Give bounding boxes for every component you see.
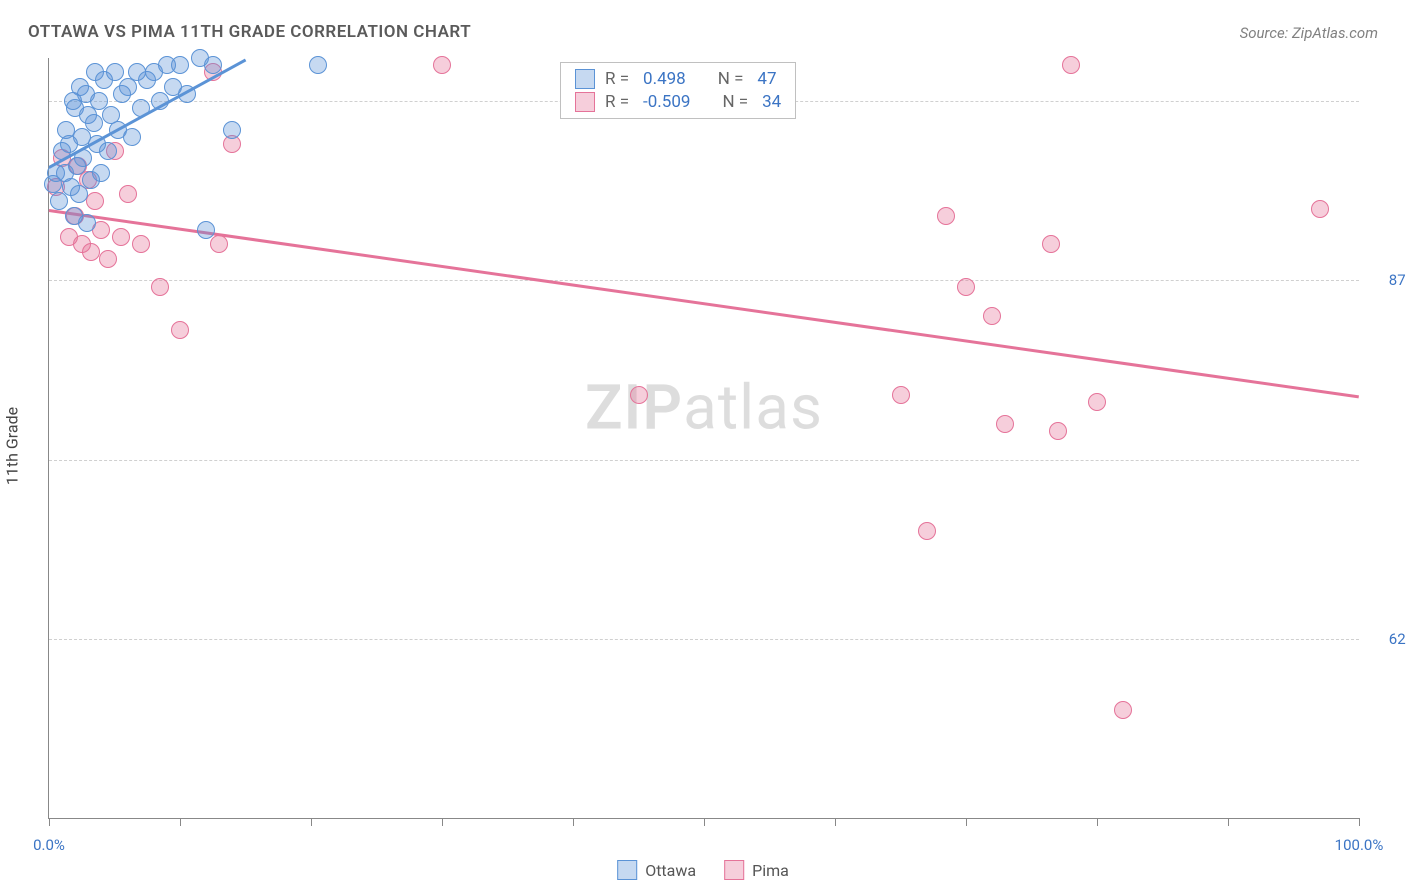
marker-pima [1042, 235, 1060, 253]
marker-pima [996, 415, 1014, 433]
x-tick [573, 818, 574, 826]
marker-ottawa [223, 121, 241, 139]
marker-pima [1311, 200, 1329, 218]
x-tick [49, 818, 50, 826]
marker-pima [918, 522, 936, 540]
marker-ottawa [197, 221, 215, 239]
marker-ottawa [106, 63, 124, 81]
r-label: R = [605, 92, 629, 112]
x-tick-label: 0.0% [33, 836, 65, 854]
x-tick [835, 818, 836, 826]
r-label: R = [605, 69, 629, 89]
marker-pima [1088, 393, 1106, 411]
legend-swatch-pima-icon [724, 860, 744, 880]
marker-pima [1049, 422, 1067, 440]
marker-pima [1114, 701, 1132, 719]
n-label: N = [718, 69, 744, 89]
swatch-pima-icon [575, 92, 595, 112]
stats-box: R = 0.498 N = 47 R = -0.509 N = 34 [560, 62, 796, 119]
n-value-ottawa: 47 [753, 69, 776, 89]
marker-pima [983, 307, 1001, 325]
x-tick [1097, 818, 1098, 826]
legend-swatch-ottawa-icon [617, 860, 637, 880]
marker-pima [892, 386, 910, 404]
grid-line [49, 460, 1359, 461]
x-tick [442, 818, 443, 826]
marker-pima [937, 207, 955, 225]
n-label: N = [722, 92, 748, 112]
source-label: Source: ZipAtlas.com [1240, 24, 1378, 42]
marker-pima [99, 250, 117, 268]
plot-area: ZIPatlas 62.5%87.5%0.0%100.0% [48, 58, 1359, 819]
stats-row-ottawa: R = 0.498 N = 47 [575, 69, 781, 89]
trend-line-pima [49, 209, 1359, 398]
marker-ottawa [70, 185, 88, 203]
marker-pima [119, 185, 137, 203]
marker-pima [630, 386, 648, 404]
chart-title: OTTAWA VS PIMA 11TH GRADE CORRELATION CH… [28, 22, 471, 42]
x-tick [966, 818, 967, 826]
marker-pima [86, 192, 104, 210]
x-tick-label: 100.0% [1335, 836, 1384, 854]
marker-ottawa [92, 164, 110, 182]
legend-item-ottawa: Ottawa [617, 860, 696, 880]
marker-ottawa [171, 56, 189, 74]
marker-pima [82, 243, 100, 261]
y-tick-label: 62.5% [1369, 630, 1406, 648]
x-tick [1228, 818, 1229, 826]
legend-label-pima: Pima [752, 861, 789, 880]
grid-line [49, 639, 1359, 640]
y-tick-label: 87.5% [1369, 271, 1406, 289]
x-tick [180, 818, 181, 826]
x-tick [1359, 818, 1360, 826]
marker-ottawa [78, 214, 96, 232]
bottom-legend: Ottawa Pima [617, 860, 789, 880]
marker-pima [210, 235, 228, 253]
x-tick [704, 818, 705, 826]
r-value-ottawa: 0.498 [639, 69, 686, 89]
marker-ottawa [123, 128, 141, 146]
marker-pima [1062, 56, 1080, 74]
marker-pima [132, 235, 150, 253]
legend-label-ottawa: Ottawa [645, 861, 696, 880]
marker-pima [171, 321, 189, 339]
r-value-pima: -0.509 [639, 92, 690, 112]
marker-pima [112, 228, 130, 246]
swatch-ottawa-icon [575, 69, 595, 89]
legend-item-pima: Pima [724, 860, 789, 880]
watermark: ZIPatlas [585, 371, 823, 444]
marker-pima [151, 278, 169, 296]
y-axis-label: 11th Grade [3, 407, 22, 485]
grid-line [49, 280, 1359, 281]
stats-row-pima: R = -0.509 N = 34 [575, 92, 781, 112]
marker-pima [433, 56, 451, 74]
n-value-pima: 34 [758, 92, 781, 112]
marker-ottawa [85, 114, 103, 132]
marker-ottawa [99, 142, 117, 160]
marker-pima [957, 278, 975, 296]
marker-ottawa [309, 56, 327, 74]
x-tick [311, 818, 312, 826]
marker-ottawa [50, 192, 68, 210]
